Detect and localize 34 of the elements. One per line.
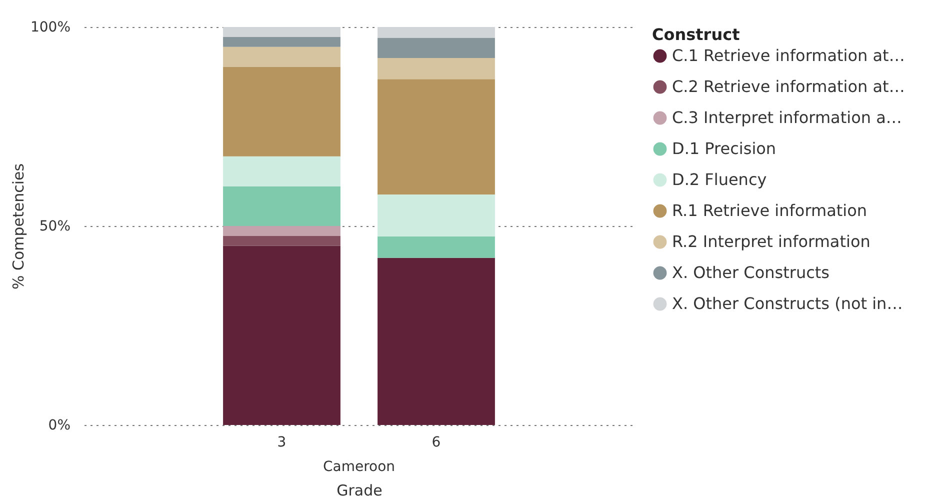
legend-label: R.1 Retrieve information bbox=[672, 201, 868, 220]
bar bbox=[223, 36, 340, 47]
bar bbox=[378, 194, 495, 236]
bar bbox=[223, 46, 340, 67]
x-axis-title: Grade bbox=[336, 482, 382, 500]
legend-label: X. Other Constructs (not in… bbox=[672, 294, 903, 313]
bar bbox=[223, 226, 340, 236]
bar bbox=[223, 236, 340, 246]
x-tick-label: 3 bbox=[277, 434, 286, 450]
bar bbox=[378, 236, 495, 258]
legend-label: X. Other Constructs bbox=[672, 263, 830, 282]
legend-title: Construct bbox=[652, 25, 740, 44]
y-tick-label: 100% bbox=[30, 20, 70, 36]
bar bbox=[223, 66, 340, 156]
legend-label: D.1 Precision bbox=[672, 139, 776, 158]
legend-label: R.2 Interpret information bbox=[672, 232, 870, 251]
y-axis-title: % Competencies bbox=[9, 163, 28, 290]
bar bbox=[378, 58, 495, 80]
y-tick-label: 50% bbox=[39, 218, 70, 234]
text: Cameroon bbox=[322, 459, 396, 475]
bar bbox=[378, 27, 495, 38]
bar bbox=[223, 156, 340, 186]
bar bbox=[223, 246, 340, 425]
bar bbox=[223, 27, 340, 37]
bar bbox=[378, 79, 495, 195]
legend-label: C.1 Retrieve information at… bbox=[672, 46, 905, 65]
y-tick-label: 0% bbox=[48, 418, 70, 434]
legend-label: D.2 Fluency bbox=[672, 170, 767, 189]
legend-label: C.2 Retrieve information at… bbox=[672, 77, 905, 96]
bar bbox=[378, 38, 495, 58]
x-tick-label: 6 bbox=[432, 434, 441, 450]
legend-label: C.3 Interpret information a… bbox=[672, 108, 902, 127]
bar bbox=[223, 186, 340, 226]
bar bbox=[378, 258, 495, 425]
